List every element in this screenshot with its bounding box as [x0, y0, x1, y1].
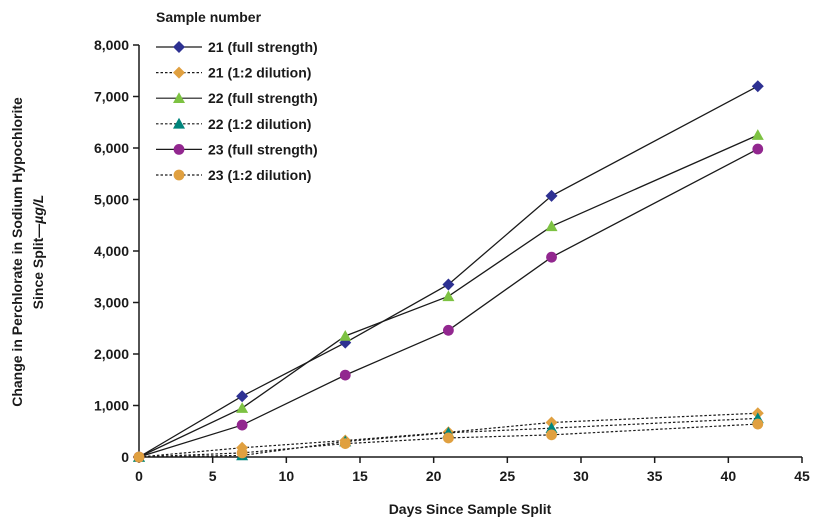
series-line — [138, 148, 759, 458]
legend-label: 23 (1:2 dilution) — [208, 167, 311, 183]
x-ticks: 0 5 10 15 20 25 30 35 40 45 — [135, 457, 810, 484]
data-point — [751, 80, 764, 93]
data-point — [751, 129, 764, 140]
legend-marker — [173, 92, 185, 103]
x-tick-label: 10 — [279, 468, 295, 484]
data-point — [443, 432, 454, 444]
x-tick-label: 0 — [135, 468, 143, 484]
y-axis-title-line2: Since Split—µg/L — [30, 195, 46, 310]
legend-label: 22 (full strength) — [208, 90, 318, 106]
legend: Sample number 21 (full strength) 21 (1:2 … — [156, 9, 318, 183]
legend-label: 21 (full strength) — [208, 39, 318, 55]
y-tick-label: 5,000 — [94, 192, 129, 208]
series-line — [138, 85, 759, 458]
legend-label: 23 (full strength) — [208, 141, 318, 157]
legend-marker — [173, 66, 185, 79]
data-point — [236, 390, 249, 403]
x-axis-title: Days Since Sample Split — [389, 501, 552, 517]
data-point — [339, 329, 352, 341]
legend-items: 21 (full strength) 21 (1:2 dilution) 22 (f… — [156, 39, 318, 183]
legend-marker — [173, 41, 185, 53]
data-point — [236, 402, 249, 413]
series-line — [138, 423, 758, 458]
y-tick-label: 3,000 — [94, 295, 129, 311]
x-tick-label: 25 — [500, 468, 516, 484]
y-tick-label: 2,000 — [94, 346, 129, 362]
y-axis-title-unit: µg/L — [30, 195, 46, 225]
legend-item: 23 (full strength) — [156, 141, 318, 157]
series-line — [138, 412, 758, 458]
series-5 — [133, 143, 764, 463]
legend-item: 21 (1:2 dilution) — [156, 65, 311, 81]
y-tick-label: 4,000 — [94, 243, 129, 259]
y-axis-title-prefix: Since Split— — [30, 224, 46, 310]
legend-item: 22 (1:2 dilution) — [156, 116, 311, 132]
legend-label: 21 (1:2 dilution) — [208, 65, 311, 81]
y-tick-label: 7,000 — [94, 89, 129, 105]
legend-marker — [173, 117, 185, 129]
data-point — [546, 251, 557, 263]
x-tick-label: 40 — [721, 468, 737, 484]
data-point — [545, 422, 558, 433]
data-point — [133, 451, 145, 463]
x-tick-label: 35 — [647, 468, 663, 484]
legend-item: 22 (full strength) — [156, 90, 318, 106]
series-1 — [133, 80, 764, 463]
x-tick-label: 45 — [794, 468, 810, 484]
data-point — [752, 143, 764, 155]
x-tick-label: 20 — [426, 468, 442, 484]
legend-item: 23 (1:2 dilution) — [156, 167, 311, 183]
data-point — [545, 220, 558, 232]
data-point — [236, 419, 248, 431]
series-line — [138, 417, 758, 458]
legend-item: 21 (full strength) — [156, 39, 318, 55]
data-point — [339, 369, 351, 381]
y-ticks: 0 1,000 2,000 3,000 4,000 5,000 6,000 7,000 8,00… — [94, 37, 139, 465]
legend-marker — [173, 144, 185, 155]
axes: 0 5 10 15 20 25 30 35 40 45 0 1,000 2,000 3,000 4,000… — [94, 37, 810, 484]
series-layer — [133, 80, 764, 463]
data-point — [752, 418, 764, 430]
data-point — [442, 278, 455, 291]
data-point — [442, 290, 455, 302]
data-point — [236, 447, 248, 459]
y-tick-label: 6,000 — [94, 140, 129, 156]
data-point — [339, 438, 351, 450]
y-axis-title-line1: Change in Perchlorate in Sodium Hypochlo… — [9, 97, 25, 407]
y-tick-label: 8,000 — [94, 37, 129, 53]
x-tick-label: 5 — [209, 468, 217, 484]
series-line — [138, 134, 759, 458]
legend-marker — [173, 169, 185, 181]
y-tick-label: 0 — [121, 449, 129, 465]
data-point — [443, 324, 454, 336]
data-point — [546, 429, 557, 441]
x-tick-label: 15 — [352, 468, 368, 484]
data-point — [545, 189, 558, 202]
legend-label: 22 (1:2 dilution) — [208, 116, 311, 132]
y-tick-label: 1,000 — [94, 398, 129, 414]
series-6 — [133, 418, 764, 463]
x-tick-label: 30 — [573, 468, 589, 484]
legend-title: Sample number — [156, 9, 262, 25]
